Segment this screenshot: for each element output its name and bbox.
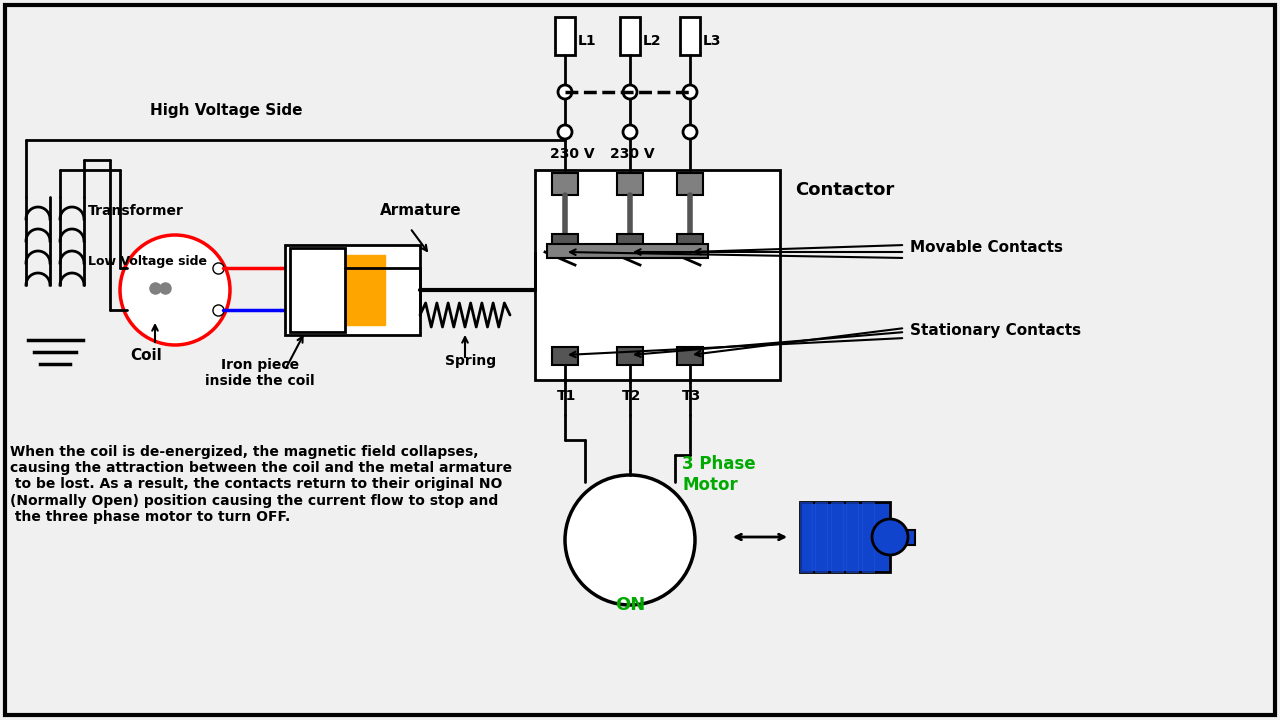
Bar: [552, 173, 579, 195]
Bar: [552, 234, 579, 252]
Bar: [815, 502, 827, 572]
Text: 230 V: 230 V: [611, 147, 654, 161]
Text: Contactor: Contactor: [795, 181, 895, 199]
Text: T1: T1: [557, 389, 576, 403]
Circle shape: [684, 125, 698, 139]
Circle shape: [564, 475, 695, 605]
Bar: [320, 255, 385, 325]
Circle shape: [623, 85, 637, 99]
Text: Coil: Coil: [131, 348, 161, 363]
Bar: [800, 502, 890, 572]
Bar: [831, 502, 844, 572]
Text: Stationary Contacts: Stationary Contacts: [910, 323, 1082, 338]
Circle shape: [558, 125, 572, 139]
Text: 230 V: 230 V: [550, 147, 595, 161]
Text: T2: T2: [622, 389, 641, 403]
Text: L3: L3: [703, 34, 722, 48]
Bar: [677, 234, 703, 252]
Bar: [861, 502, 874, 572]
Text: Spring: Spring: [445, 354, 497, 368]
Bar: [680, 17, 700, 55]
Text: L2: L2: [643, 34, 662, 48]
Text: 3 Phase
Motor: 3 Phase Motor: [682, 455, 755, 494]
Circle shape: [684, 85, 698, 99]
Bar: [617, 234, 643, 252]
Text: ON: ON: [614, 596, 645, 614]
Bar: [547, 244, 708, 258]
Bar: [552, 347, 579, 365]
Text: High Voltage Side: High Voltage Side: [150, 103, 302, 118]
Text: Armature: Armature: [380, 203, 462, 218]
Text: When the coil is de-energized, the magnetic field collapses,
causing the attract: When the coil is de-energized, the magne…: [10, 445, 512, 524]
Bar: [677, 173, 703, 195]
Bar: [890, 530, 915, 545]
Text: Transformer: Transformer: [88, 204, 184, 218]
Circle shape: [120, 235, 230, 345]
Bar: [617, 347, 643, 365]
Text: L1: L1: [579, 34, 596, 48]
Bar: [677, 347, 703, 365]
Bar: [617, 173, 643, 195]
Bar: [620, 17, 640, 55]
Text: T3: T3: [682, 389, 701, 403]
Bar: [800, 502, 812, 572]
Circle shape: [623, 125, 637, 139]
Bar: [846, 502, 859, 572]
Bar: [285, 245, 420, 335]
Bar: [535, 170, 780, 380]
Text: Movable Contacts: Movable Contacts: [910, 240, 1062, 255]
Circle shape: [872, 519, 908, 555]
Text: Low Voltage side: Low Voltage side: [88, 255, 207, 268]
Circle shape: [558, 85, 572, 99]
Bar: [556, 17, 575, 55]
Text: Iron piece
inside the coil: Iron piece inside the coil: [205, 358, 315, 388]
Bar: [291, 248, 346, 332]
